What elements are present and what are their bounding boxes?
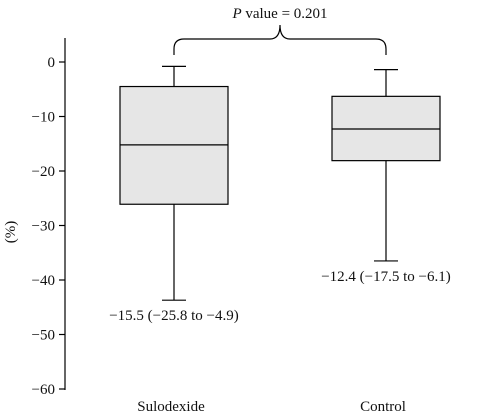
y-tick-label: −40 [32,273,55,289]
x-category-label: Sulodexide [137,399,205,415]
y-axis-label: (%) [3,221,19,244]
summary-annotation: −15.5 (−25.8 to −4.9) [109,308,239,324]
y-tick-label: −60 [32,382,55,398]
p-value-label: P value = 0.201 [231,6,327,22]
bracket-path [173,24,387,55]
y-axis: 0 −10 −20 −30 −40 −50 −60 [32,38,66,398]
y-tick-label: −20 [32,164,55,180]
box-group-sulodexide: −15.5 (−25.8 to −4.9) Sulodexide [109,65,239,415]
y-tick-label: −30 [32,219,55,235]
y-tick-label: −10 [32,110,55,126]
y-tick-label: 0 [48,55,56,71]
y-tick-label: −50 [32,328,55,344]
x-category-label: Control [360,399,406,415]
summary-annotation: −12.4 (−17.5 to −6.1) [321,269,451,285]
plot-area: −15.5 (−25.8 to −4.9) Sulodexide −12.4 (−1… [109,65,451,415]
box-group-control: −12.4 (−17.5 to −6.1) Control [321,69,451,415]
p-value-bracket: P value = 0.201 [173,6,387,55]
